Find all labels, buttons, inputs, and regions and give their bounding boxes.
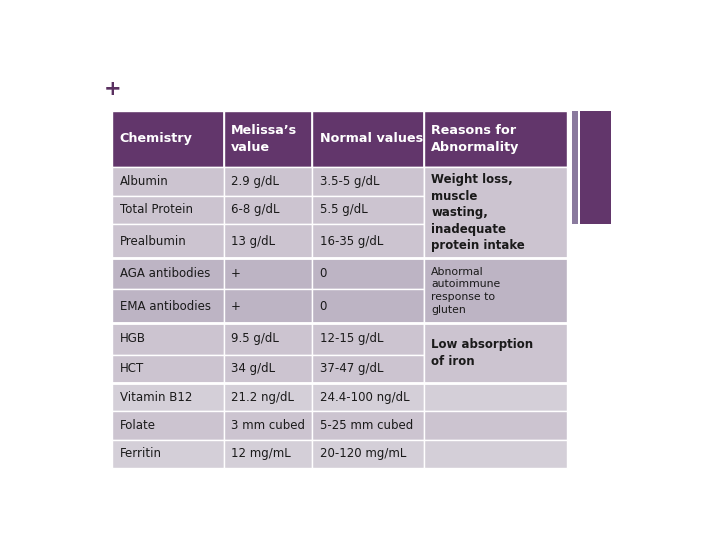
Text: 9.5 g/dL: 9.5 g/dL (231, 333, 279, 346)
Text: Chemistry: Chemistry (120, 132, 192, 145)
Bar (224, 289, 312, 323)
Text: 5-25 mm cubed: 5-25 mm cubed (320, 419, 413, 432)
Bar (112, 258, 224, 289)
Bar (424, 323, 567, 355)
Text: 12-15 g/dL: 12-15 g/dL (320, 333, 383, 346)
Text: Vitamin B12: Vitamin B12 (120, 390, 192, 404)
Text: AGA antibodies: AGA antibodies (120, 267, 210, 280)
Bar (312, 323, 424, 355)
Text: 6-8 g/dL: 6-8 g/dL (231, 204, 279, 217)
Bar (112, 411, 224, 440)
Bar (224, 195, 312, 224)
Bar (312, 383, 424, 411)
Bar (424, 195, 567, 224)
Bar (312, 440, 424, 468)
Bar (424, 440, 567, 468)
Bar (424, 258, 567, 289)
Text: 37-47 g/dL: 37-47 g/dL (320, 362, 383, 375)
Text: Total Protein: Total Protein (120, 204, 192, 217)
Bar (112, 383, 224, 411)
Bar (312, 411, 424, 440)
Text: +: + (231, 300, 241, 313)
Text: 0: 0 (320, 300, 327, 313)
Bar (424, 167, 567, 195)
Bar (312, 111, 424, 167)
Text: 16-35 g/dL: 16-35 g/dL (320, 234, 383, 247)
Text: Melissa’s
value: Melissa’s value (231, 124, 297, 154)
Bar (312, 224, 424, 258)
Bar (424, 224, 567, 258)
Bar (112, 195, 224, 224)
Text: 20-120 mg/mL: 20-120 mg/mL (320, 448, 406, 461)
Bar (424, 111, 567, 167)
Text: Low absorption
of iron: Low absorption of iron (431, 339, 534, 368)
Text: HGB: HGB (120, 333, 145, 346)
Text: 2.9 g/dL: 2.9 g/dL (231, 175, 279, 188)
Bar (312, 258, 424, 289)
Bar (224, 323, 312, 355)
Text: 0: 0 (320, 267, 327, 280)
Text: Reasons for
Abnormality: Reasons for Abnormality (431, 124, 519, 154)
Bar (572, 111, 578, 224)
Bar (424, 383, 567, 411)
Text: 24.4-100 ng/dL: 24.4-100 ng/dL (320, 390, 409, 404)
Bar (424, 167, 567, 258)
Text: +: + (104, 79, 122, 99)
Bar (224, 111, 312, 167)
Text: 3.5-5 g/dL: 3.5-5 g/dL (320, 175, 379, 188)
Bar (112, 355, 224, 383)
Text: Albumin: Albumin (120, 175, 168, 188)
Bar (424, 289, 567, 323)
Bar (112, 224, 224, 258)
Bar (424, 258, 567, 323)
Bar (424, 411, 567, 440)
Text: HCT: HCT (120, 362, 144, 375)
Text: Prealbumin: Prealbumin (120, 234, 186, 247)
Bar (224, 411, 312, 440)
Text: +: + (231, 267, 241, 280)
Bar (112, 289, 224, 323)
Bar (580, 111, 611, 224)
Bar (112, 440, 224, 468)
Text: Normal values: Normal values (320, 132, 423, 145)
Bar (224, 440, 312, 468)
Bar (224, 224, 312, 258)
Bar (424, 355, 567, 383)
Text: 21.2 ng/dL: 21.2 ng/dL (231, 390, 294, 404)
Bar (312, 289, 424, 323)
Text: 3 mm cubed: 3 mm cubed (231, 419, 305, 432)
Text: Ferritin: Ferritin (120, 448, 161, 461)
Bar (224, 383, 312, 411)
Bar (112, 111, 224, 167)
Bar (424, 323, 567, 383)
Bar (224, 167, 312, 195)
Text: Abnormal
autoimmune
response to
gluten: Abnormal autoimmune response to gluten (431, 267, 500, 315)
Text: Folate: Folate (120, 419, 156, 432)
Bar (312, 167, 424, 195)
Bar (312, 355, 424, 383)
Bar (112, 167, 224, 195)
Text: Weight loss,
muscle
wasting,
inadequate
protein intake: Weight loss, muscle wasting, inadequate … (431, 173, 525, 252)
Bar (224, 355, 312, 383)
Text: 13 g/dL: 13 g/dL (231, 234, 275, 247)
Bar (312, 195, 424, 224)
Bar (224, 258, 312, 289)
Text: EMA antibodies: EMA antibodies (120, 300, 210, 313)
Text: 5.5 g/dL: 5.5 g/dL (320, 204, 367, 217)
Text: 34 g/dL: 34 g/dL (231, 362, 275, 375)
Bar (112, 323, 224, 355)
Text: 12 mg/mL: 12 mg/mL (231, 448, 291, 461)
